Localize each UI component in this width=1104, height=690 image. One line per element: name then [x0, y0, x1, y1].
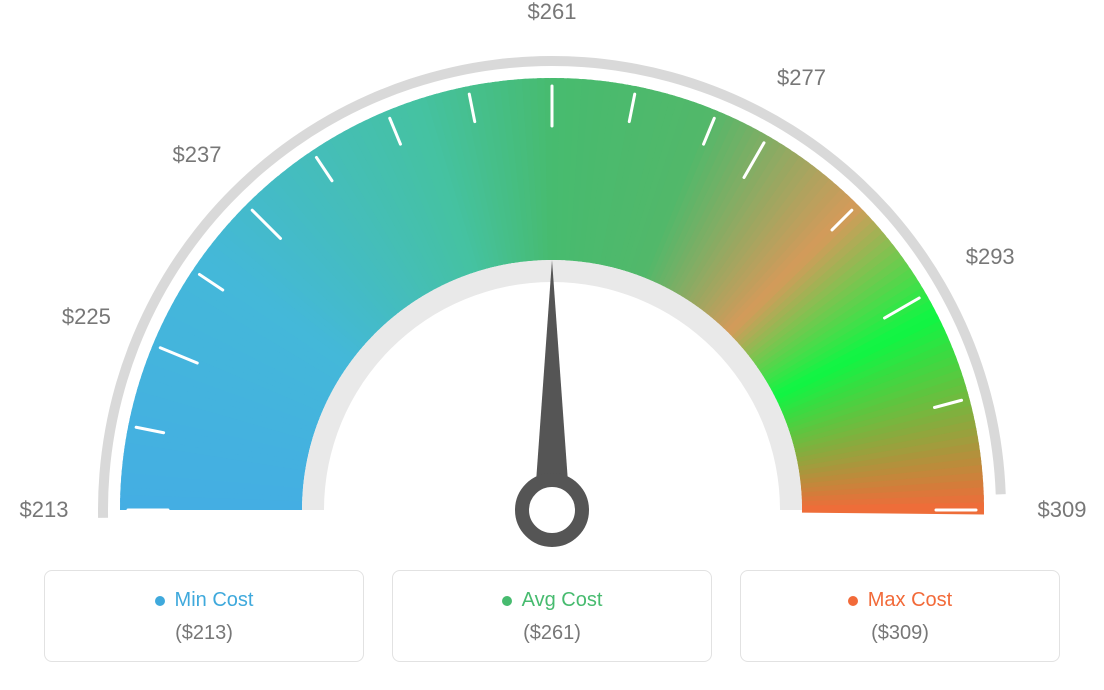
legend-dot-max	[848, 596, 858, 606]
legend-card-max: Max Cost ($309)	[740, 570, 1060, 662]
gauge-svg: $213 $225 $237 $261 $277 $293 $309	[0, 0, 1104, 560]
legend-dot-avg	[502, 596, 512, 606]
needle	[534, 260, 570, 510]
tick-label: $293	[966, 244, 1015, 269]
tick-label: $277	[777, 65, 826, 90]
legend-row: Min Cost ($213) Avg Cost ($261) Max Cost…	[0, 570, 1104, 662]
legend-title-max: Max Cost	[848, 589, 952, 612]
legend-title-avg: Avg Cost	[502, 589, 603, 612]
legend-value-max: ($309)	[751, 622, 1049, 645]
legend-value-min: ($213)	[55, 622, 353, 645]
legend-label-min: Min Cost	[175, 589, 254, 612]
legend-label-avg: Avg Cost	[522, 589, 603, 612]
legend-card-min: Min Cost ($213)	[44, 570, 364, 662]
tick-label: $309	[1038, 497, 1087, 522]
gauge-chart: $213 $225 $237 $261 $277 $293 $309	[0, 0, 1104, 560]
tick-label: $225	[62, 304, 111, 329]
legend-label-max: Max Cost	[868, 589, 952, 612]
tick-label: $261	[528, 0, 577, 24]
needle-hub	[522, 480, 582, 540]
tick-label: $213	[20, 497, 69, 522]
legend-card-avg: Avg Cost ($261)	[392, 570, 712, 662]
legend-dot-min	[155, 596, 165, 606]
tick-label: $237	[173, 142, 222, 167]
legend-title-min: Min Cost	[155, 589, 254, 612]
legend-value-avg: ($261)	[403, 622, 701, 645]
